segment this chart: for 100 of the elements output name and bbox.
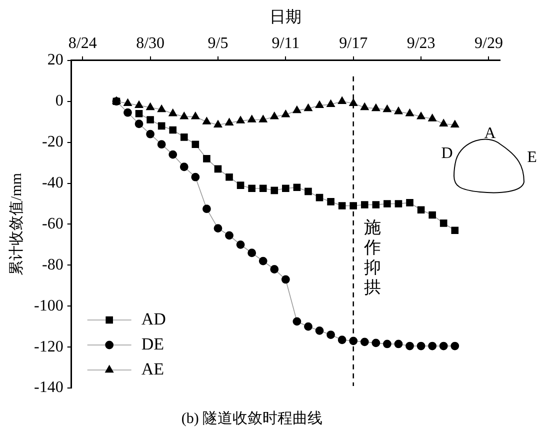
x-tick-label: 9/5 [208,35,228,52]
x-tick-label: 9/23 [406,35,436,52]
point [451,226,459,234]
point [236,182,244,189]
point [214,224,222,232]
point [450,342,460,350]
point [350,202,357,210]
point [191,172,200,182]
point [439,342,448,350]
x-tick-label: 8/24 [68,35,97,52]
point [292,317,302,326]
point [326,330,335,339]
point [226,173,233,181]
point [124,98,132,106]
point [292,106,302,114]
point [270,112,279,120]
point [304,104,312,112]
point [338,96,346,104]
point [282,184,290,192]
y-tick-label: -20 [42,134,64,151]
point [406,108,414,116]
point [191,112,200,120]
point [382,340,392,348]
y-tick-label: 20 [47,52,64,69]
point [169,126,177,134]
x-axis-title: 日期 [270,8,302,26]
point [259,184,267,192]
point [248,184,256,192]
point [236,240,245,249]
point [428,342,437,350]
point [214,165,222,173]
point [372,201,380,208]
annotation: A [484,125,496,142]
point [360,102,369,110]
point [439,119,448,126]
point [304,188,312,196]
y-tick-label: -40 [42,174,64,192]
point [360,201,368,208]
point [428,114,437,122]
point [146,102,155,110]
point [158,122,166,130]
y-tick-label: 0 [55,92,64,110]
point [258,114,268,122]
point [417,206,425,214]
y-tick-label: -140 [34,379,64,396]
point [157,104,166,112]
point [406,199,414,206]
y-tick-label: -80 [42,256,64,274]
point [338,202,346,210]
point [416,342,426,350]
point [168,108,178,116]
y-tick-label: -60 [42,215,64,232]
y-tick-label: -120 [34,338,64,356]
x-tick-label: 9/17 [339,35,368,52]
point [270,265,279,274]
point [225,118,234,126]
point [146,116,154,124]
annotation: D [441,145,453,162]
point [327,198,334,206]
point [248,248,256,258]
point [338,336,346,344]
x-tick-label: 9/29 [474,35,503,52]
point [214,120,222,128]
point [394,106,403,114]
point [281,275,290,284]
point [450,120,460,128]
point [384,200,391,208]
x-tick-label: 9/11 [272,35,300,52]
point [248,114,256,122]
point [203,155,210,162]
x-tick-label: 8/30 [136,35,165,52]
legend-label: AE [141,359,164,378]
point [124,108,132,117]
point [416,112,426,120]
point [394,200,402,208]
point [440,220,448,227]
point [157,140,166,149]
y-tick-label: -100 [34,297,64,314]
point [168,150,178,159]
point [135,110,143,118]
point [326,100,335,108]
point [372,104,380,112]
point [372,338,380,348]
point [304,322,312,331]
point [281,110,290,118]
point [270,186,278,194]
point [258,256,268,266]
point [428,211,436,219]
point [146,130,154,138]
point [202,204,211,214]
point [293,184,301,191]
point [360,338,369,346]
point [382,104,392,112]
point [134,100,144,108]
point [192,140,200,148]
point [406,342,414,350]
legend-label: AD [141,309,166,328]
point [315,100,324,108]
point [394,340,403,348]
y-axis-title: 累计收敛值/mm [8,172,25,276]
